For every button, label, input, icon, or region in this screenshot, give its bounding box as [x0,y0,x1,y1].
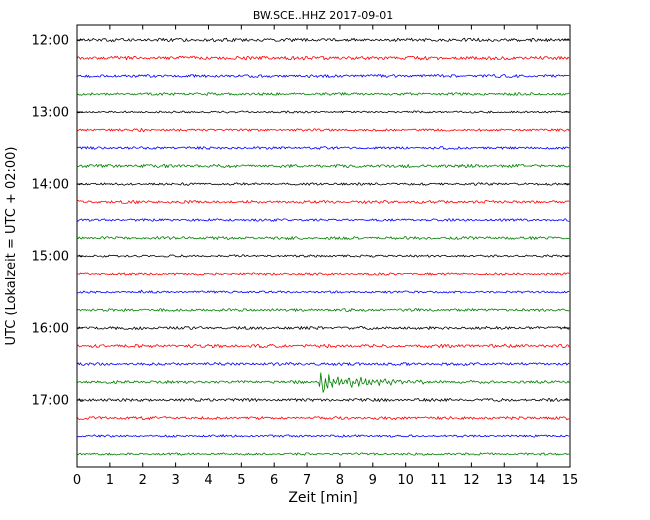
trace-row-16 [76,325,570,330]
y-axis-label: UTC (Lokalzeit = UTC + 02:00) [4,147,19,346]
x-tick-label: 3 [171,473,179,488]
trace-row-3 [76,92,570,96]
x-tick-label: 10 [397,473,414,488]
x-tick-label: 4 [204,473,212,488]
trace-row-1 [76,55,570,61]
trace-row-23 [76,452,570,456]
trace-row-7 [76,163,570,169]
x-tick-label: 1 [106,473,114,488]
axes-group: 0 1 2 3 4 5 6 7 8 9 10 11 12 13 14 1512:0013:0014:0015:… [32,24,579,488]
y-tick-label: 13:00 [32,106,69,121]
x-tick-label: 15 [562,473,579,488]
chart-title: BW.SCE..HHZ 2017-09-01 [253,9,393,22]
x-tick-label: 11 [430,473,447,488]
plot-border [76,24,571,468]
trace-row-11 [76,236,570,240]
trace-row-19 [76,372,570,393]
trace-row-13 [77,272,570,276]
x-tick-label: 5 [237,473,245,488]
trace-row-5 [76,127,570,133]
x-tick-label: 13 [496,473,513,488]
y-tick-label: 17:00 [32,394,69,409]
trace-row-17 [76,343,570,349]
trace-row-6 [76,146,570,150]
trace-row-9 [77,199,570,204]
x-tick-label: 9 [369,473,377,488]
y-tick-label: 16:00 [32,322,69,337]
x-tick-label: 7 [303,473,311,488]
x-tick-label: 14 [529,473,546,488]
trace-row-20 [77,397,570,403]
trace-row-4 [76,110,570,114]
x-tick-label: 12 [463,473,480,488]
y-tick-label: 14:00 [32,178,69,193]
trace-row-15 [76,308,570,312]
trace-row-0 [76,37,570,43]
y-tick-label: 12:00 [32,34,69,49]
trace-row-21 [76,416,570,421]
x-axis-label: Zeit [min] [288,490,357,506]
trace-row-10 [76,218,570,222]
trace-row-8 [76,182,570,186]
x-tick-label: 2 [139,473,147,488]
trace-row-12 [76,254,570,258]
trace-row-2 [76,74,570,79]
y-tick-label: 15:00 [32,250,69,265]
x-tick-label: 8 [336,473,344,488]
x-tick-label: 6 [270,473,278,488]
trace-group [76,37,570,456]
trace-row-18 [76,361,570,366]
trace-row-14 [76,289,570,294]
x-tick-label: 0 [73,473,81,488]
trace-row-22 [76,434,570,438]
